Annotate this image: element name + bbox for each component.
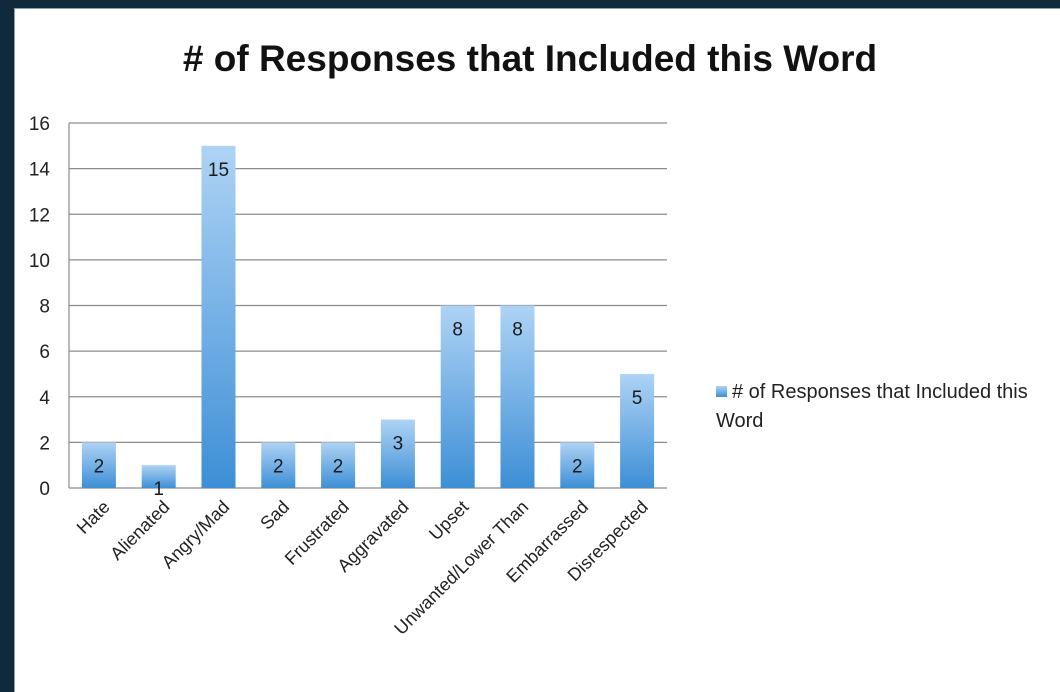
data-label: 2 — [94, 456, 105, 477]
data-label: 8 — [452, 320, 463, 341]
bar — [261, 442, 296, 488]
x-tick-label: Hate — [73, 497, 114, 538]
data-label: 2 — [333, 456, 344, 477]
data-label: 3 — [393, 434, 404, 455]
data-label: 2 — [572, 456, 583, 477]
y-tick-label: 4 — [39, 388, 50, 409]
y-tick-label: 16 — [29, 114, 50, 135]
legend: # of Responses that Included this Word — [716, 378, 1056, 436]
y-tick-label: 12 — [29, 205, 50, 226]
bar — [201, 145, 236, 488]
bar — [560, 442, 595, 488]
bar — [620, 373, 655, 488]
y-tick-label: 6 — [39, 342, 50, 363]
bar — [141, 465, 176, 488]
data-label: 8 — [512, 320, 523, 341]
chart-title: # of Responses that Included this Word — [182, 38, 878, 79]
x-tick-label: Upset — [425, 497, 472, 544]
bar — [500, 305, 535, 488]
y-tick-label: 10 — [29, 251, 50, 272]
data-label: 2 — [273, 456, 284, 477]
legend-label: # of Responses that Included this Word — [716, 381, 1028, 432]
bar — [81, 442, 116, 488]
bar — [380, 419, 415, 488]
y-tick-label: 2 — [39, 433, 50, 454]
y-tick-label: 14 — [29, 160, 51, 181]
bar — [321, 442, 356, 488]
y-tick-label: 8 — [39, 297, 50, 318]
x-tick-label: Sad — [256, 497, 293, 534]
y-tick-label: 0 — [39, 479, 50, 500]
data-label: 1 — [153, 479, 164, 500]
slide-frame — [14, 8, 1060, 692]
data-label: 5 — [632, 388, 643, 409]
legend-swatch — [716, 386, 727, 397]
bar — [440, 305, 475, 488]
data-label: 15 — [208, 160, 229, 181]
